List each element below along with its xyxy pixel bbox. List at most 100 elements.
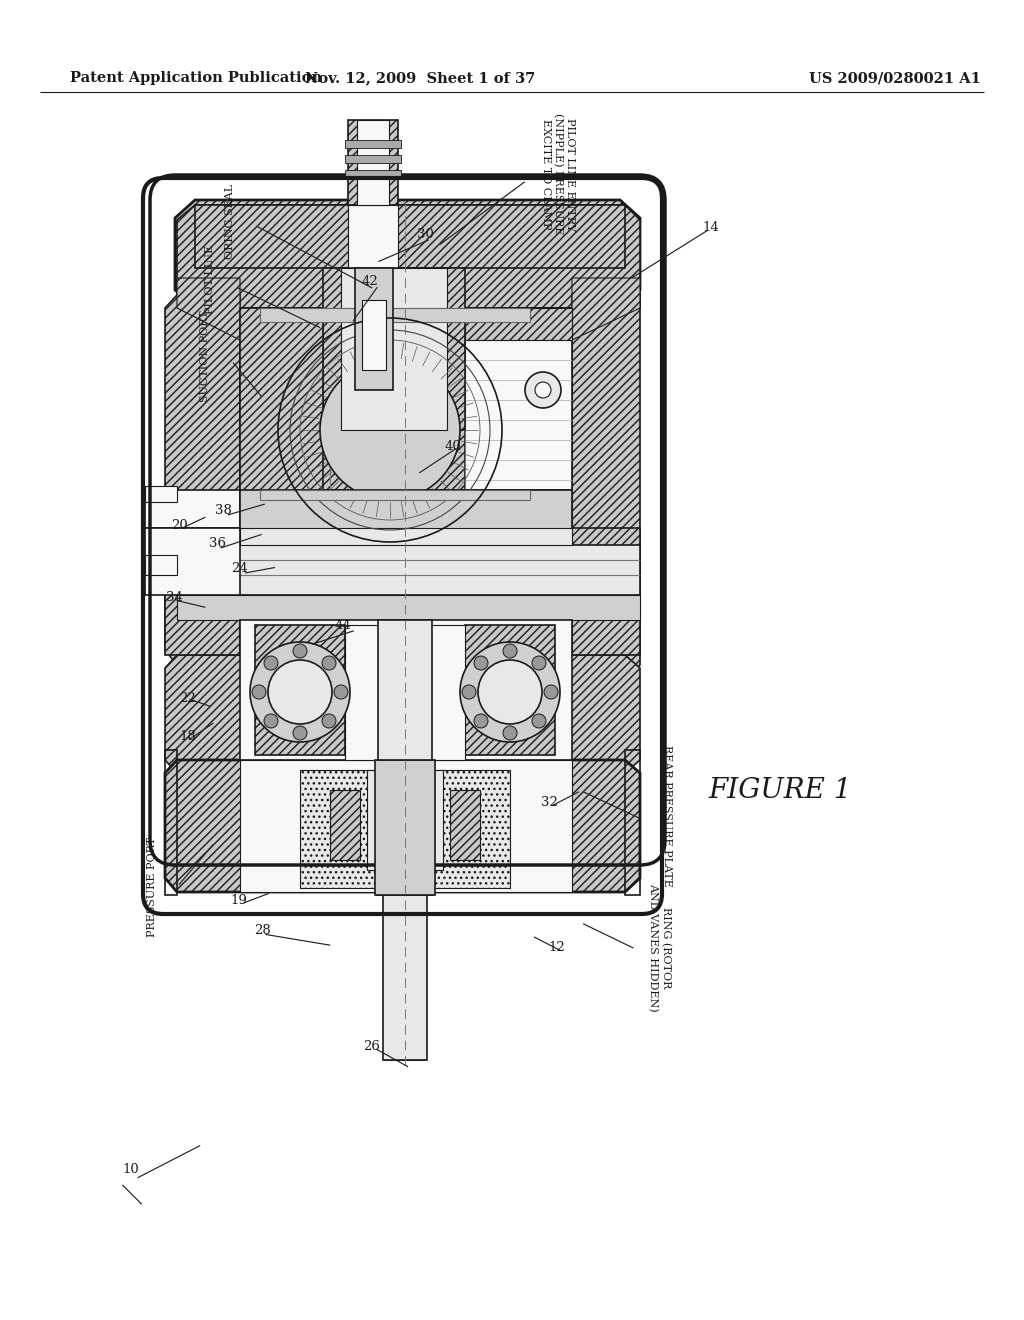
Polygon shape <box>145 528 240 595</box>
Circle shape <box>474 714 488 729</box>
Polygon shape <box>300 770 510 888</box>
Circle shape <box>250 642 350 742</box>
Circle shape <box>293 726 307 741</box>
Polygon shape <box>345 624 465 760</box>
Polygon shape <box>323 268 465 430</box>
Text: 14: 14 <box>702 220 719 234</box>
Polygon shape <box>165 528 240 655</box>
Polygon shape <box>240 620 572 760</box>
Circle shape <box>525 372 561 408</box>
Polygon shape <box>367 770 443 870</box>
Polygon shape <box>145 554 177 576</box>
Polygon shape <box>572 294 640 678</box>
Circle shape <box>252 685 266 700</box>
Polygon shape <box>345 154 401 162</box>
Polygon shape <box>572 279 640 341</box>
Text: 32: 32 <box>542 796 558 809</box>
Polygon shape <box>240 528 572 545</box>
Text: PILOT LINE: PILOT LINE <box>205 246 215 314</box>
Polygon shape <box>240 760 572 892</box>
Polygon shape <box>465 308 572 341</box>
Text: 36: 36 <box>209 537 225 550</box>
Text: 20: 20 <box>171 519 187 532</box>
Circle shape <box>268 660 332 723</box>
Text: ORING SEAL: ORING SEAL <box>225 185 236 259</box>
Polygon shape <box>145 486 177 502</box>
Text: Nov. 12, 2009  Sheet 1 of 37: Nov. 12, 2009 Sheet 1 of 37 <box>305 71 536 84</box>
Text: 30: 30 <box>417 228 433 242</box>
Circle shape <box>474 656 488 671</box>
Text: 38: 38 <box>215 504 231 517</box>
Polygon shape <box>357 120 389 205</box>
Circle shape <box>264 714 278 729</box>
Text: 10: 10 <box>123 1163 139 1176</box>
Text: PILOT LINE ENTRY
(NIPPLE) PRESSURE
EXCITE TO CLAMP: PILOT LINE ENTRY (NIPPLE) PRESSURE EXCIT… <box>542 114 574 235</box>
Polygon shape <box>341 268 447 430</box>
Polygon shape <box>377 774 433 895</box>
Text: 22: 22 <box>179 692 196 705</box>
Circle shape <box>322 656 336 671</box>
Polygon shape <box>345 170 401 178</box>
Polygon shape <box>378 620 432 760</box>
Polygon shape <box>375 760 435 895</box>
Polygon shape <box>165 760 640 892</box>
Polygon shape <box>145 490 240 528</box>
Polygon shape <box>572 528 640 655</box>
Text: SUCTION PORT: SUCTION PORT <box>200 310 210 403</box>
Circle shape <box>462 685 476 700</box>
Circle shape <box>322 714 336 729</box>
Text: PRESSURE PORT: PRESSURE PORT <box>146 837 157 937</box>
Polygon shape <box>240 308 323 506</box>
Polygon shape <box>177 205 640 308</box>
Text: US 2009/0280021 A1: US 2009/0280021 A1 <box>809 71 981 84</box>
Circle shape <box>535 381 551 399</box>
Text: 18: 18 <box>179 730 196 743</box>
Polygon shape <box>195 205 625 268</box>
Text: 44: 44 <box>335 619 351 632</box>
Circle shape <box>532 714 546 729</box>
Polygon shape <box>385 760 425 1060</box>
Text: RING (ROTOR
AND VANES HIDDEN): RING (ROTOR AND VANES HIDDEN) <box>648 883 671 1012</box>
Polygon shape <box>177 595 640 620</box>
Text: 42: 42 <box>361 275 378 288</box>
Polygon shape <box>177 279 240 341</box>
Polygon shape <box>240 490 572 531</box>
Text: 34: 34 <box>166 591 182 605</box>
Circle shape <box>319 360 460 500</box>
Polygon shape <box>345 140 401 148</box>
Text: 40: 40 <box>444 440 461 453</box>
Text: 26: 26 <box>364 1040 380 1053</box>
Polygon shape <box>175 201 640 305</box>
Text: 28: 28 <box>254 924 270 937</box>
Polygon shape <box>465 624 555 755</box>
Text: Patent Application Publication: Patent Application Publication <box>70 71 322 84</box>
Polygon shape <box>240 308 572 655</box>
Polygon shape <box>165 294 240 665</box>
Polygon shape <box>362 300 386 370</box>
Polygon shape <box>260 308 530 322</box>
Circle shape <box>503 726 517 741</box>
Text: 19: 19 <box>230 894 247 907</box>
Circle shape <box>544 685 558 700</box>
Polygon shape <box>348 120 398 205</box>
Polygon shape <box>165 655 640 774</box>
Polygon shape <box>383 895 427 1060</box>
Text: FIGURE 1: FIGURE 1 <box>709 776 852 804</box>
Polygon shape <box>255 624 345 755</box>
Polygon shape <box>355 268 393 389</box>
Polygon shape <box>465 308 572 500</box>
Circle shape <box>503 644 517 657</box>
Text: 12: 12 <box>549 941 565 954</box>
Polygon shape <box>260 490 530 500</box>
Circle shape <box>264 656 278 671</box>
Text: REAR PRESSURE PLATE: REAR PRESSURE PLATE <box>662 744 672 887</box>
Polygon shape <box>450 789 480 861</box>
Polygon shape <box>330 789 360 861</box>
Circle shape <box>478 660 542 723</box>
Circle shape <box>293 644 307 657</box>
Circle shape <box>532 656 546 671</box>
Polygon shape <box>177 545 640 595</box>
Text: 24: 24 <box>231 562 248 576</box>
Polygon shape <box>348 205 398 268</box>
Circle shape <box>460 642 560 742</box>
